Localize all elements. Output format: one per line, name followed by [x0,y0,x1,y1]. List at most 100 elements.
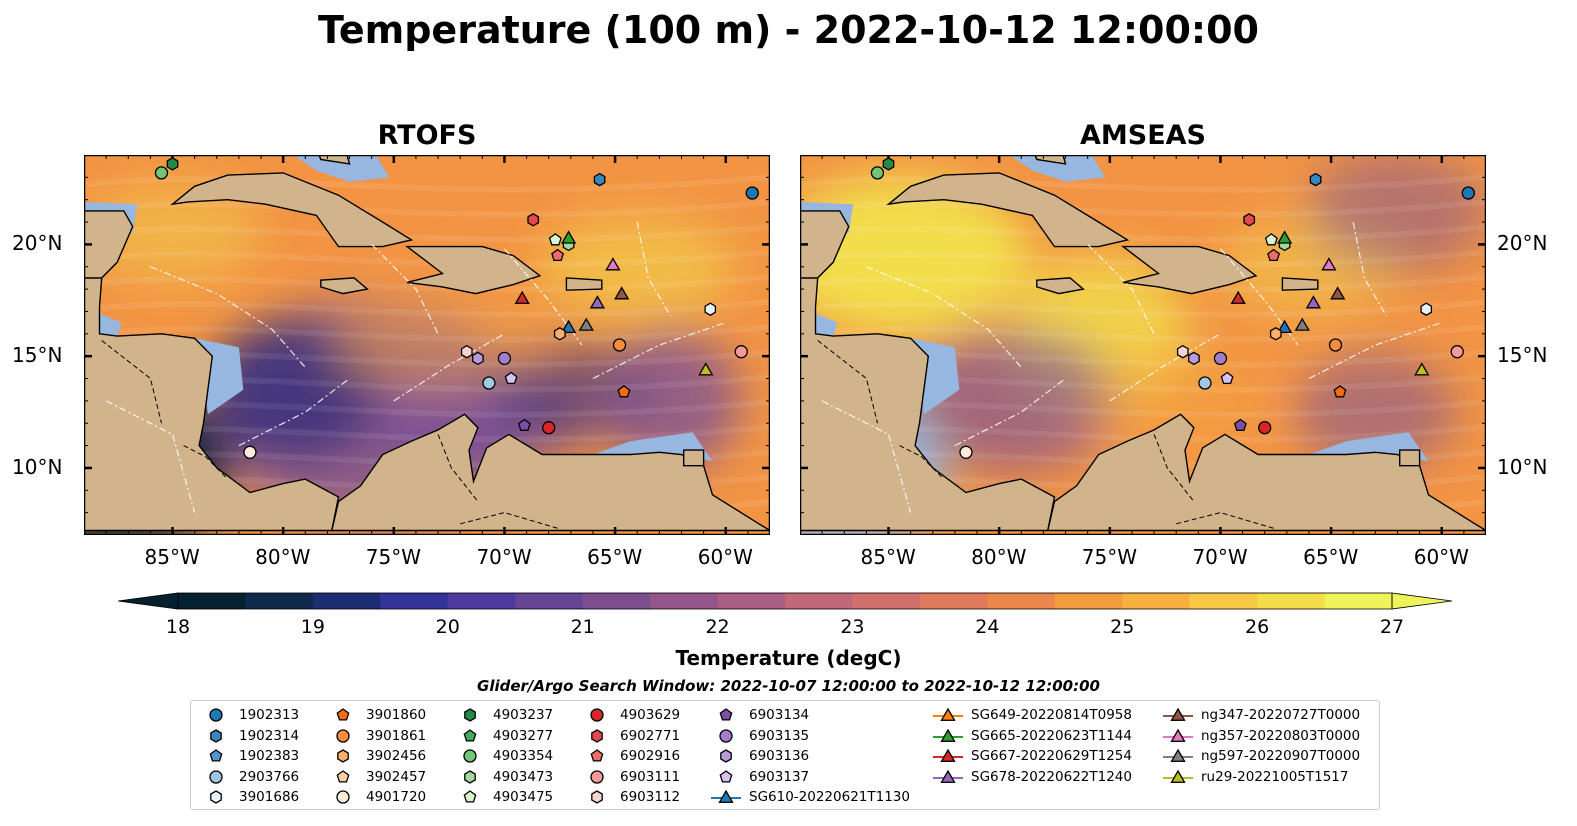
legend-marker-icon [719,728,733,743]
colorbar-segment [582,593,651,609]
eddy-streak [800,174,1486,193]
colorbar-tick-label: 18 [165,616,191,638]
land-puerto-rico [1281,277,1319,291]
lon-tick-label: 65°W [1303,545,1359,569]
legend-marker-icon [590,749,604,762]
eez-boundary [636,221,671,317]
colorbar-segment [380,593,449,609]
marker-3901860 [1333,385,1347,398]
colorbar-segment [447,593,516,609]
colorbar-label: Temperature (degC) [675,646,902,670]
legend-item-label: SG649-20220814T0958 [971,707,1132,723]
lon-tick-label: 85°W [860,545,916,569]
legend-item-label: 4903475 [493,789,554,805]
legend-marker-icon [336,708,350,721]
marker-SG678-20220622T1240 [1305,295,1322,309]
eez-boundary [954,378,1066,447]
marker-6903111 [1450,345,1464,359]
lat-tick-label-left: 15°N [12,343,63,368]
marker-ng597-20220907T0000 [578,317,594,331]
colorbar-segment [717,593,786,609]
marker-ng347-20220727T0000 [1330,286,1346,300]
lat-tick-label-right: 20°N [1497,231,1548,256]
land-central-america [800,277,1056,532]
marker-4903475 [548,233,562,246]
legend-item-label: 3901686 [239,789,300,805]
legend-item: 2903766 [199,767,299,787]
legend-marker-icon [209,749,223,762]
eddy-streak [84,324,770,343]
legend-item-label: 3901861 [366,727,427,744]
marker-6902771 [1243,213,1256,227]
temperature-patch [1086,350,1267,451]
legend-marker-icon [933,728,963,742]
shallow-water-bahamas-bank [1009,155,1106,182]
eez-boundary [1087,243,1155,335]
legend-item-label: 6903112 [620,789,681,805]
legend-item: 1902314 [199,726,299,746]
colorbar-tick-label: 21 [570,616,595,638]
marker-6903112 [1176,344,1189,359]
legend-item: ng597-20220907T0000 [1161,746,1360,766]
eddy-streak [800,249,1486,268]
marker-SG665-20220623T1144 [560,230,577,244]
marker-4903237 [166,157,179,171]
legend-item-label: SG678-20220622T1240 [971,768,1132,785]
eez-boundary [238,378,350,447]
amseas-temperature-map [800,155,1486,535]
legend-item: 6902916 [580,746,680,766]
lon-tick-label: 65°W [587,545,643,569]
legend-item: ng357-20220803T0000 [1161,726,1360,746]
marker-4903354 [870,166,885,180]
land-hispaniola [1121,245,1258,295]
legend-item-label: 4903237 [493,707,554,723]
temperature-patch [537,216,738,317]
legend-item: 6903134 [709,705,809,725]
legend-marker-icon [1163,769,1193,783]
marker-6903136 [472,351,484,366]
eez-boundary [866,266,1022,368]
colorbar-tick-label: 25 [1110,616,1135,638]
marker-2903766 [1198,376,1212,390]
eez-boundary [1109,333,1221,402]
legend-item: ng347-20220727T0000 [1161,705,1360,725]
colorbar-segment [650,593,719,609]
country-border [1153,434,1195,502]
legend-marker-icon [1163,748,1193,762]
legend-item: SG667-20220629T1254 [931,746,1132,766]
legend-item-label: 6903135 [749,727,810,744]
colorbar-tick-label: 27 [1379,616,1405,638]
legend-item-label: 6903111 [620,768,681,785]
marker-6903111 [734,345,748,359]
colorbar-segment [1122,593,1191,609]
legend-marker-icon [463,728,477,742]
land-jamaica [1036,277,1085,295]
country-border [183,445,226,478]
marker-1902313 [1461,186,1475,200]
legend-item: 6903137 [709,767,809,787]
legend-item: 3902457 [326,767,426,787]
legend-marker-icon [464,708,476,722]
marker-6903134 [517,418,531,431]
legend-marker-icon [933,748,963,762]
legend-item: 4903277 [453,726,553,746]
figure-title: Temperature (100 m) - 2022-10-12 12:00:0… [317,8,1259,52]
land-yucatan [800,210,850,279]
legend-item-label: 1902313 [239,707,300,723]
lon-tick-label: 75°W [1081,545,1138,569]
colorbar-segment [785,593,853,609]
legend-item-label: 4903354 [493,748,554,764]
temperature-patch [1295,352,1456,473]
legend-item-label: 6902916 [620,748,681,764]
rtofs-temperature-map [84,155,770,535]
legend-item-label: 4903473 [493,768,554,785]
marker-1902314 [593,172,606,187]
legend-item-label: SG665-20220623T1144 [971,727,1132,744]
legend-item: 4901720 [326,787,426,807]
legend-item-label: SG610-20220621T1130 [749,789,910,805]
colorbar-segment [312,593,381,609]
lat-tick-label-right: 10°N [1497,454,1548,479]
marker-SG678-20220622T1240 [589,295,606,309]
colorbar-tick-label: 24 [975,616,1000,638]
legend-item-label: 3902456 [366,748,427,764]
